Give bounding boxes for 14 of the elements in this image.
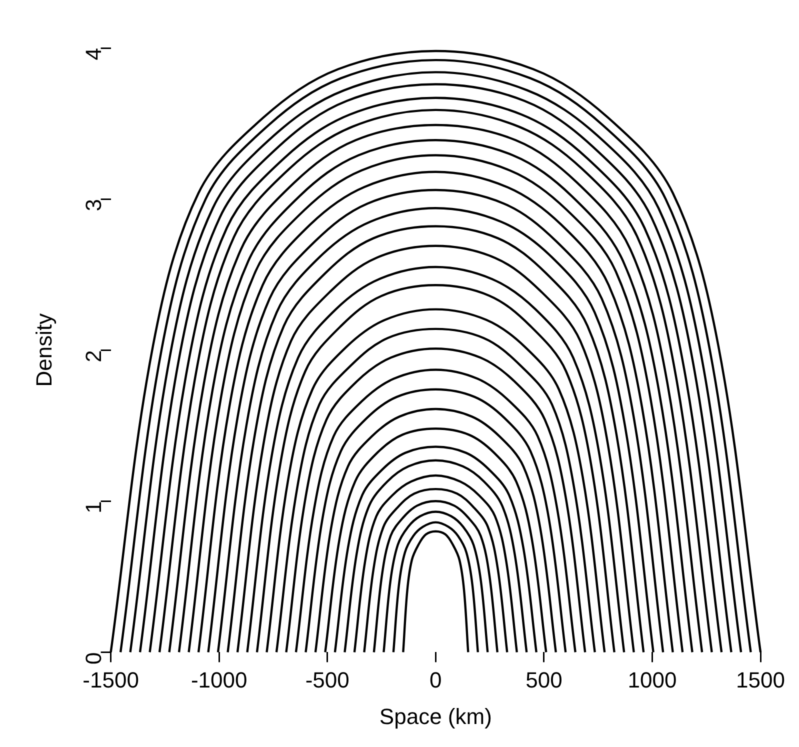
x-axis-title: Space (km)	[379, 704, 492, 729]
x-tick-label: 0	[430, 667, 442, 692]
x-tick-label: -1000	[190, 667, 248, 692]
y-tick-label: 0	[80, 652, 106, 664]
y-axis-title: Density	[31, 313, 56, 387]
y-tick-label: 1	[80, 501, 106, 514]
x-tick-label: 1500	[736, 667, 786, 692]
y-tick-label: 2	[80, 350, 106, 362]
x-tick-label: -500	[305, 667, 350, 692]
x-tick-label: 500	[526, 667, 562, 692]
y-tick-label: 4	[80, 48, 106, 60]
x-tick-label: -1500	[82, 667, 139, 692]
y-tick-label: 3	[80, 199, 106, 212]
x-tick-label: 1000	[628, 667, 677, 692]
